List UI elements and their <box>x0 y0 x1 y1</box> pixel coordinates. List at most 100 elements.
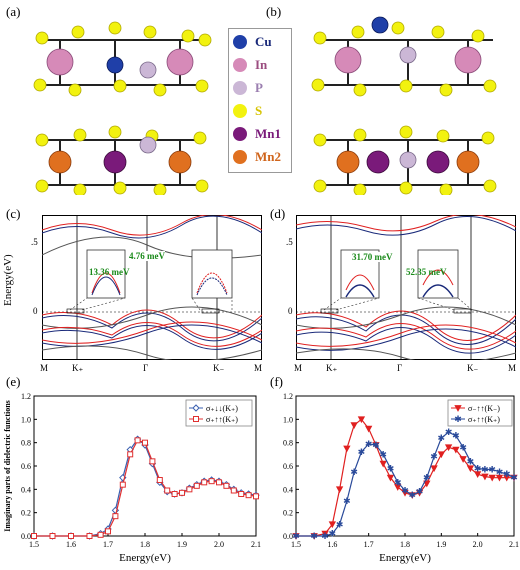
s-atom-icon <box>233 104 247 118</box>
data-point <box>473 471 482 479</box>
data-point <box>134 437 141 444</box>
x-tick-label: 1.5 <box>29 540 39 549</box>
band-c-xtick-1: K₊ <box>72 363 84 373</box>
band-d-ytick-top: .5 <box>286 237 293 247</box>
y-tick-label: 0.6 <box>283 462 293 471</box>
data-point: ✱ <box>343 496 351 506</box>
x-axis-label: Energy(eV) <box>119 552 171 564</box>
data-point: ✱ <box>408 490 416 500</box>
legend-marker <box>192 404 200 412</box>
band-c-ytick-top: .5 <box>31 237 38 247</box>
x-tick-label: 2.0 <box>214 540 224 549</box>
series-line <box>296 431 515 537</box>
data-point: ✱ <box>510 473 518 483</box>
data-point: ✱ <box>445 427 453 437</box>
data-point <box>127 451 134 458</box>
x-tick-label: 2.1 <box>251 540 261 549</box>
y-tick-label: 0.6 <box>21 462 31 471</box>
data-point: ✱ <box>329 529 337 539</box>
legend-marker: ✱ <box>454 414 462 424</box>
x-tick-label: 2.1 <box>509 540 519 549</box>
data-point: ✱ <box>452 431 460 441</box>
data-point: ✱ <box>488 465 496 475</box>
data-point: ✱ <box>467 456 475 466</box>
data-point <box>216 479 222 486</box>
band-c-ytick-zero: 0 <box>33 306 38 316</box>
x-tick-label: 1.7 <box>364 540 374 549</box>
data-point <box>171 491 178 497</box>
data-point <box>343 445 351 453</box>
panel-label-b: (b) <box>266 4 282 19</box>
in-atom-icon <box>233 58 247 72</box>
data-point <box>357 416 366 424</box>
data-point: ✱ <box>401 486 409 496</box>
x-tick-label: 1.9 <box>177 540 187 549</box>
data-point <box>49 533 56 539</box>
data-point: ✱ <box>372 440 380 450</box>
y-tick-label: 0.8 <box>283 439 293 448</box>
x-tick-label: 1.9 <box>436 540 446 549</box>
y-tick-label: 0.4 <box>283 485 293 494</box>
data-point: ✱ <box>474 463 482 473</box>
mn2-atom-icon <box>233 150 247 164</box>
band-d-xtick-2: Γ <box>397 363 403 373</box>
data-point <box>31 533 37 539</box>
legend-item-s: S <box>233 102 262 120</box>
data-point <box>245 492 252 499</box>
data-point <box>149 458 156 465</box>
legend-item-p: P <box>233 79 263 97</box>
data-point: ✱ <box>292 531 300 541</box>
chart-f-svg: 1.5 1.6 1.7 1.8 1.9 2.0 2.1 0.0 0.2 0.4 0.6 0.8 1.0 1… <box>283 392 519 564</box>
legend-marker <box>193 416 199 422</box>
data-point <box>466 465 475 473</box>
data-point <box>444 444 453 452</box>
band-c-annotation-1: 4.76 meV <box>129 251 165 261</box>
data-point <box>179 489 185 496</box>
data-point: ✱ <box>416 487 424 497</box>
panel-label-c: (c) <box>6 206 21 221</box>
data-point: ✱ <box>379 449 387 459</box>
data-point: ✱ <box>503 469 511 479</box>
data-point <box>208 478 215 485</box>
data-point: ✱ <box>387 463 395 473</box>
band-d-xtick-0: M <box>294 363 303 373</box>
x-tick-label: 1.8 <box>400 540 410 549</box>
legend-frame <box>447 399 513 427</box>
band-structure-c <box>42 215 262 360</box>
panel-label-d: (d) <box>270 206 286 221</box>
legend-item-in: In <box>233 56 267 74</box>
data-point <box>481 473 489 481</box>
chart-e: 1.5 1.6 1.7 1.8 1.9 2.0 2.1 0.0 0.2 0.4 0.6 0.8 1.0 1… <box>0 388 262 565</box>
data-point <box>253 493 259 500</box>
data-point <box>394 484 402 491</box>
data-point: ✱ <box>430 452 438 462</box>
data-point <box>119 481 126 488</box>
panel-label-e: (e) <box>6 374 21 389</box>
data-point <box>364 425 373 433</box>
legend-item-mn1: Mn1 <box>233 125 281 143</box>
x-tick-label: 1.6 <box>327 540 337 549</box>
band-c-xtick-0: M <box>40 363 49 373</box>
data-point: ✱ <box>496 467 504 477</box>
data-point <box>164 487 171 494</box>
x-tick-label: 1.6 <box>66 540 76 549</box>
chart-e-svg: 1.5 1.6 1.7 1.8 1.9 2.0 2.1 0.0 0.2 0.4 0.6 0.8 1.0 1… <box>3 392 261 564</box>
data-point: ✱ <box>350 467 358 477</box>
y-tick-label: 1.2 <box>21 392 31 401</box>
data-point <box>230 487 237 494</box>
legend-label: σ₊↑↑(K₊) <box>468 415 500 424</box>
y-tick-label: 0.8 <box>21 439 31 448</box>
x-tick-label: 1.5 <box>291 540 301 549</box>
y-axis-label: Imaginary parts of dielectric functions <box>3 400 12 532</box>
y-tick-label: 1.0 <box>283 415 293 424</box>
crystal-structure-a <box>33 21 212 195</box>
data-point <box>156 477 163 483</box>
data-point: ✱ <box>321 531 329 541</box>
data-point <box>97 531 104 538</box>
band-d-xtick-1: K₊ <box>326 363 338 373</box>
data-point <box>68 533 74 539</box>
data-point <box>415 489 424 497</box>
y-tick-label: 0.0 <box>283 532 293 541</box>
data-point <box>430 465 438 473</box>
band-c-xtick-3: K₋ <box>213 363 225 373</box>
